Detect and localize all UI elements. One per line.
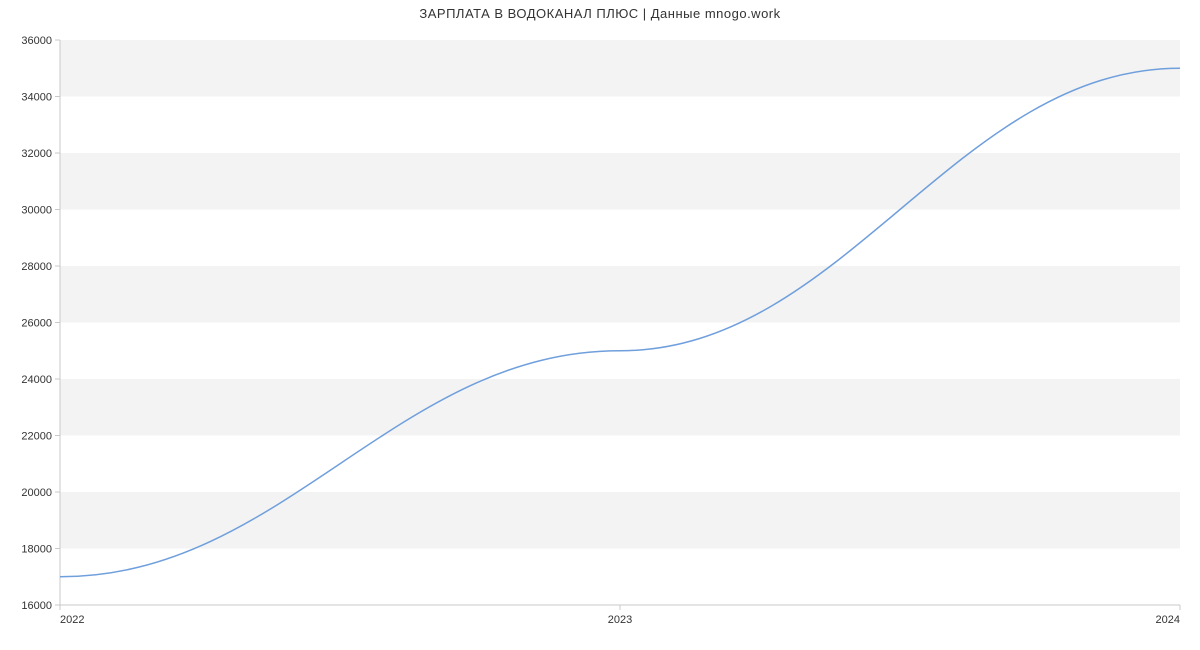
svg-text:2023: 2023 [608,614,632,626]
svg-text:18000: 18000 [21,544,52,556]
chart-canvas: 16000 18000 20000 22000 24000 26000 28000 30000… [0,0,1200,650]
line-chart: ЗАРПЛАТА В ВОДОКАНАЛ ПЛЮС | Данные mnogo… [0,0,1200,650]
svg-text:26000: 26000 [21,318,52,330]
svg-text:36000: 36000 [21,35,52,47]
svg-text:34000: 34000 [21,92,52,104]
svg-text:32000: 32000 [21,148,52,160]
svg-text:2024: 2024 [1156,614,1180,626]
svg-text:28000: 28000 [21,261,52,273]
svg-text:20000: 20000 [21,487,52,499]
svg-text:16000: 16000 [21,600,52,612]
svg-text:24000: 24000 [21,374,52,386]
svg-text:2022: 2022 [60,614,84,626]
svg-text:22000: 22000 [21,431,52,443]
svg-text:30000: 30000 [21,205,52,217]
